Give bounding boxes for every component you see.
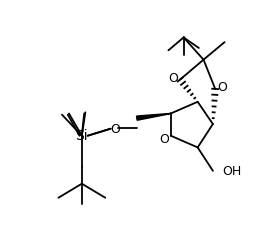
Text: O: O <box>217 81 227 94</box>
Text: OH: OH <box>222 165 241 179</box>
Text: O: O <box>159 133 169 146</box>
Polygon shape <box>137 113 171 120</box>
Text: O: O <box>168 72 178 85</box>
Text: O: O <box>110 123 120 136</box>
Text: Si: Si <box>76 129 88 143</box>
